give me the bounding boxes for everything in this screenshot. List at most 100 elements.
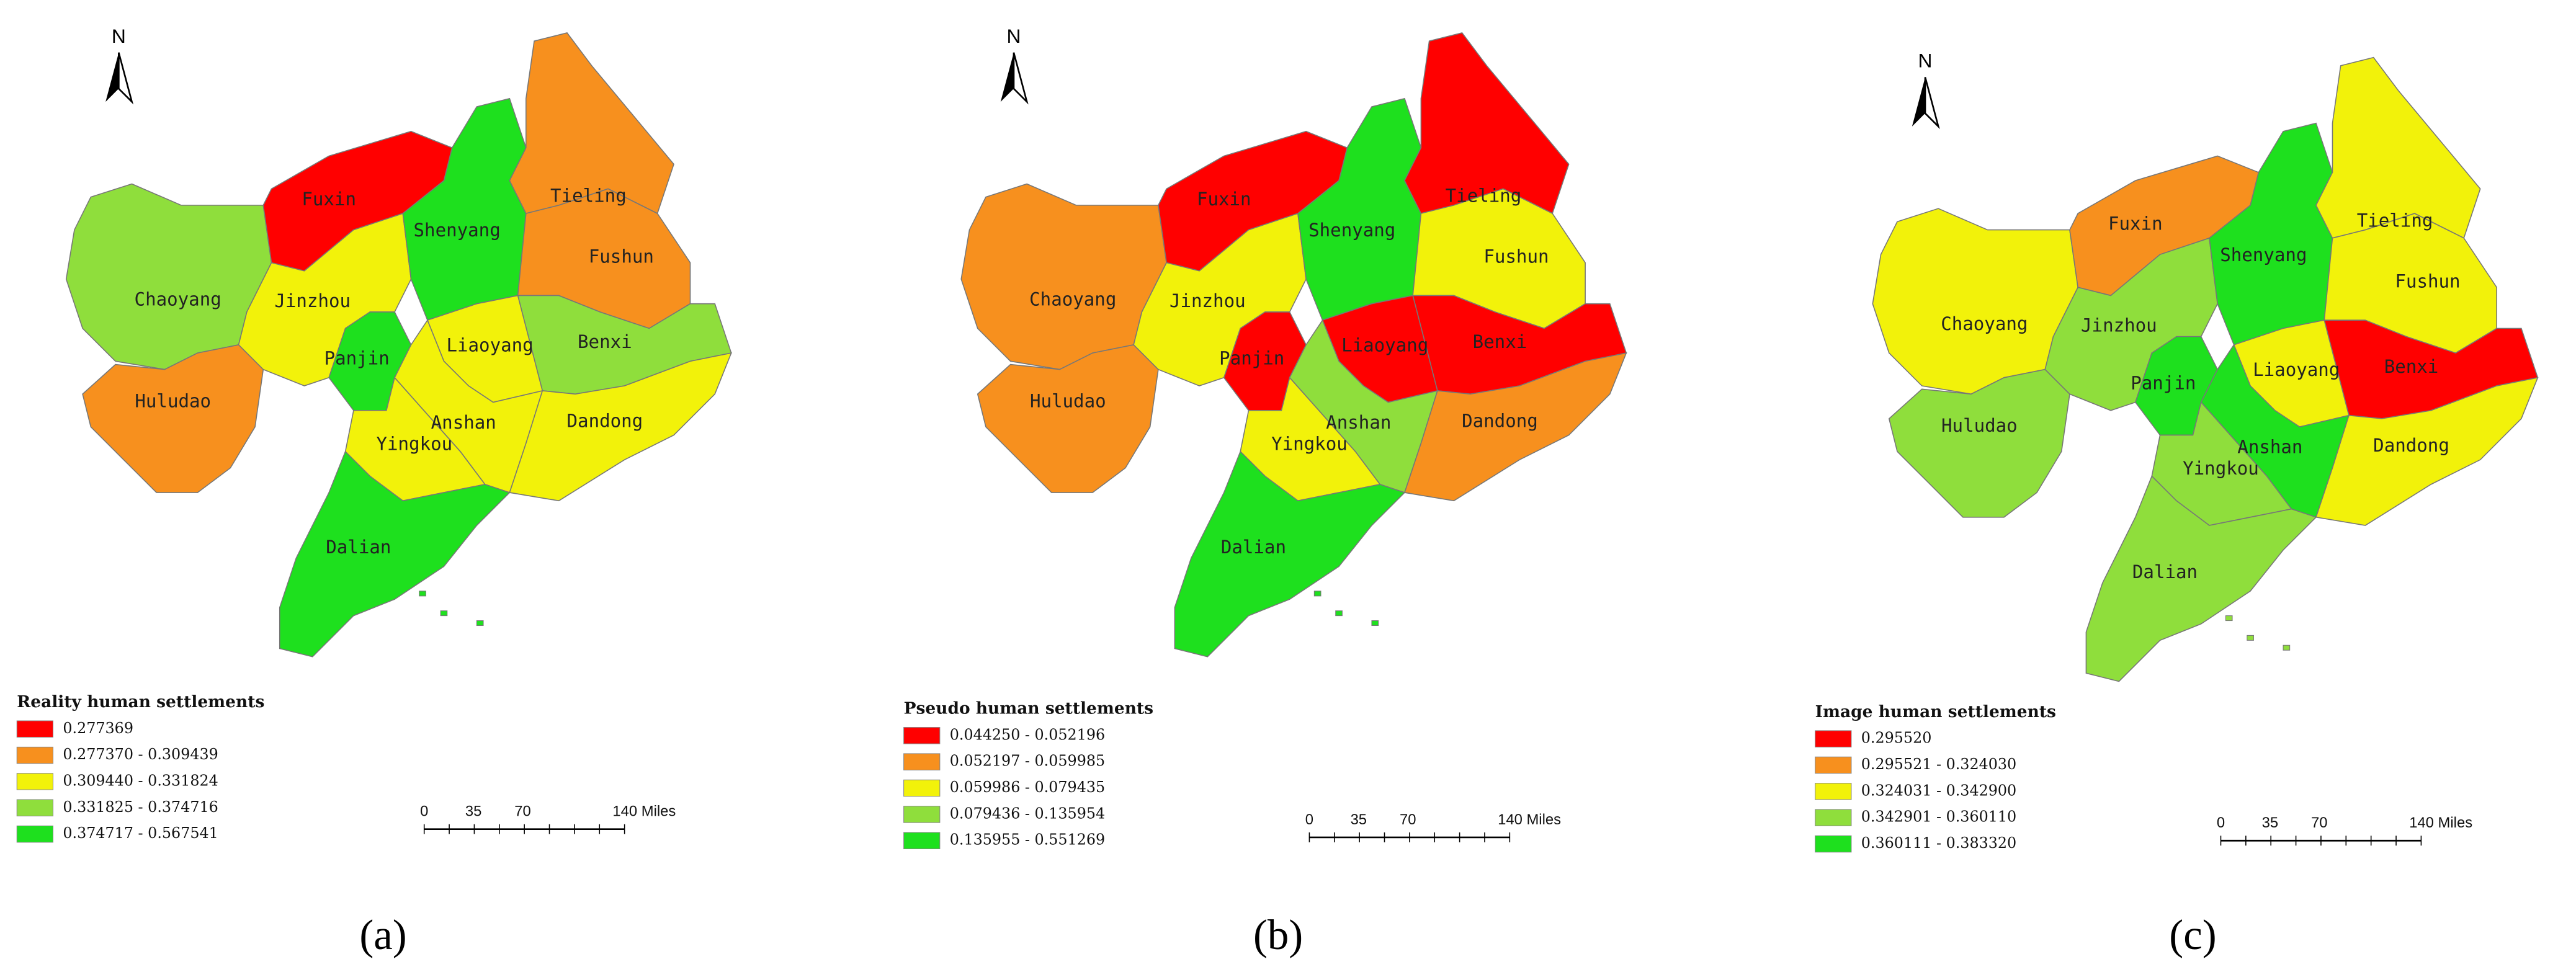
scale-label: 140 Miles xyxy=(1498,811,1561,828)
island xyxy=(1335,610,1343,617)
region-label: Chaoyang xyxy=(1029,288,1116,310)
scale-label: 0 xyxy=(2217,814,2225,831)
legend-swatch xyxy=(903,753,941,770)
region-label: Chaoyang xyxy=(135,288,221,310)
legend-label: 0.059986 - 0.079435 xyxy=(950,778,1105,796)
legend-swatch xyxy=(903,727,941,744)
legend-swatch xyxy=(16,773,54,790)
region-label: Shenyang xyxy=(1308,220,1395,241)
island xyxy=(419,591,426,597)
region-label: Huludao xyxy=(135,391,211,412)
north-label: N xyxy=(1918,50,1933,72)
region-label: Panjin xyxy=(1219,348,1284,369)
island xyxy=(440,610,448,617)
north-arrow xyxy=(1924,77,1940,130)
legend-swatch xyxy=(1815,730,1852,747)
map: Chaoyang Huludao Fuxin Jinzhou Shenyang Panji… xyxy=(960,25,1627,658)
north-label: N xyxy=(1006,25,1021,47)
region xyxy=(82,344,264,493)
region-label: Dandong xyxy=(567,410,643,431)
region-label: Benxi xyxy=(1473,331,1527,352)
region-label: Anshan xyxy=(1326,412,1391,433)
legend-label: 0.277369 xyxy=(63,720,133,737)
legend-label: 0.052197 - 0.059985 xyxy=(950,752,1105,770)
region-label: Benxi xyxy=(2384,356,2439,377)
legend-label: 0.277370 - 0.309439 xyxy=(63,746,218,763)
legend-label: 0.295521 - 0.324030 xyxy=(1861,756,2016,773)
region-label: Dalian xyxy=(1221,537,1286,558)
region xyxy=(1297,97,1422,321)
region-label: Benxi xyxy=(578,331,632,352)
region-label: Huludao xyxy=(1941,415,2018,436)
legend-label: 0.079436 - 0.135954 xyxy=(950,805,1105,822)
region-label: Dandong xyxy=(1462,410,1538,431)
legend-label: 0.324031 - 0.342900 xyxy=(1861,782,2016,799)
region-label: Tieling xyxy=(2357,210,2433,231)
north-label: N xyxy=(112,25,126,47)
north-arrow xyxy=(1000,52,1014,102)
legend-swatch xyxy=(1815,809,1852,826)
region-label: Jinzhou xyxy=(274,290,351,311)
region-label: Tieling xyxy=(1446,185,1522,207)
scale-label: 140 Miles xyxy=(612,803,676,820)
island xyxy=(1371,620,1379,626)
caption: (b) xyxy=(1253,911,1303,958)
region-label: Liaoyang xyxy=(446,335,533,356)
map: Chaoyang Huludao Fuxin Jinzhou Shenyang Panji… xyxy=(1872,50,2539,682)
island xyxy=(2247,635,2254,641)
region xyxy=(977,344,1159,493)
legend-swatch xyxy=(903,779,941,797)
region-label: Anshan xyxy=(431,412,496,433)
region-label: Jinzhou xyxy=(2081,315,2157,336)
region xyxy=(2209,122,2333,346)
region-label: Fuxin xyxy=(2108,213,2163,234)
legend-title: Reality human settlements xyxy=(17,692,264,711)
north-arrow xyxy=(118,52,134,105)
region-label: Fushun xyxy=(589,246,654,267)
legend-title: Image human settlements xyxy=(1815,702,2056,721)
north-arrow xyxy=(1912,77,1926,127)
scale-label: 35 xyxy=(1351,811,1367,828)
region-label: Fuxin xyxy=(1197,189,1251,210)
north-arrow xyxy=(1013,52,1029,105)
legend-swatch xyxy=(16,799,54,817)
region xyxy=(279,450,511,658)
legend-swatch xyxy=(1815,756,1852,774)
region-label: Yingkou xyxy=(2183,458,2259,479)
island xyxy=(2225,615,2233,622)
region-label: Shenyang xyxy=(414,220,501,241)
region-label: Chaoyang xyxy=(1941,313,2028,334)
region xyxy=(1174,450,1406,658)
scale-label: 0 xyxy=(1305,811,1313,828)
region-label: Fushun xyxy=(2395,270,2460,292)
region-label: Panjin xyxy=(324,348,390,369)
legend-label: 0.309440 - 0.331824 xyxy=(63,772,218,789)
legend-title: Pseudo human settlements xyxy=(904,698,1153,718)
region-label: Tieling xyxy=(550,185,627,207)
region-label: Shenyang xyxy=(2220,244,2307,265)
region-label: Dandong xyxy=(2373,435,2449,456)
scale-label: 35 xyxy=(465,803,481,820)
map: Chaoyang Huludao Fuxin Jinzhou Shenyang Panji… xyxy=(65,25,732,658)
region xyxy=(2085,475,2317,682)
north-arrow xyxy=(105,52,119,102)
caption: (a) xyxy=(359,911,406,958)
region-label: Huludao xyxy=(1030,391,1106,412)
map-panel: Chaoyang Huludao Fuxin Jinzhou Shenyang Panji… xyxy=(1815,50,2539,958)
region-label: Panjin xyxy=(2131,372,2196,393)
legend-swatch xyxy=(1815,783,1852,800)
scale-label: 70 xyxy=(2311,814,2328,831)
scale-label: 70 xyxy=(514,803,530,820)
caption: (c) xyxy=(2169,911,2216,958)
scale-label: 140 Miles xyxy=(2409,814,2472,831)
region-label: Anshan xyxy=(2237,437,2302,458)
island xyxy=(2283,644,2291,651)
region-label: Liaoyang xyxy=(1341,335,1428,356)
legend-swatch xyxy=(903,806,941,823)
legend-swatch xyxy=(903,832,941,850)
legend-swatch xyxy=(16,746,54,764)
legend-label: 0.044250 - 0.052196 xyxy=(950,726,1105,743)
legend-swatch xyxy=(16,720,54,738)
